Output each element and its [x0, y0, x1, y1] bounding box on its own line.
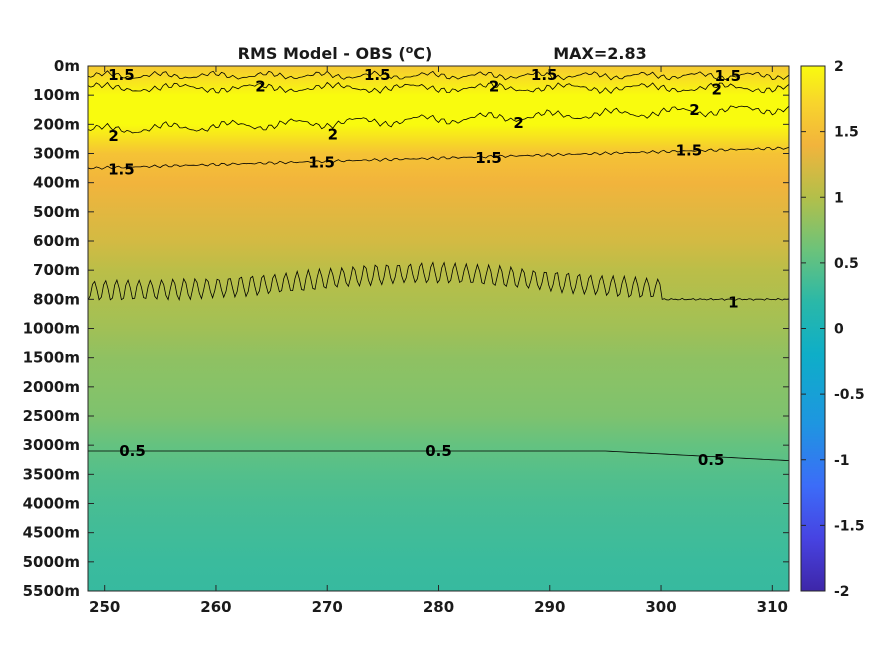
contour-1 — [88, 261, 789, 302]
contour-label: 2 — [328, 126, 338, 144]
contour-label: 0.5 — [119, 442, 146, 460]
contour-2-bottom — [88, 105, 789, 134]
colorbar-tick-label: -1 — [834, 453, 850, 469]
title-unit-superscript: o — [406, 43, 414, 56]
colorbar-tick-label: -1.5 — [834, 518, 865, 534]
contour-label: 0.5 — [425, 442, 452, 460]
x-tick-label: 280 — [423, 598, 454, 616]
y-tick-label: 2000m — [23, 378, 80, 396]
contour-label: 0.5 — [698, 451, 725, 469]
y-tick-label: 5500m — [23, 582, 80, 600]
y-tick-label: 400m — [33, 174, 80, 192]
contour-label: 1.5 — [676, 142, 703, 160]
x-axis: 250 260 270 280 290 300 310 — [89, 66, 788, 616]
contour-1p5-top — [88, 70, 789, 81]
colorbar-tick-label: 1.5 — [834, 125, 859, 141]
contour-label: 1.5 — [308, 153, 335, 171]
colorbar-tick-label: 0.5 — [834, 256, 859, 272]
contour-label: 2 — [108, 127, 118, 145]
y-tick-label: 2500m — [23, 407, 80, 425]
y-tick-label: 3000m — [23, 436, 80, 454]
max-label: MAX=2.83 — [553, 44, 647, 63]
contour-label: 2 — [513, 114, 523, 132]
y-axis: 0m 100m 200m 300m 400m 500m 600m 700m 800m 1000m 1… — [23, 57, 789, 600]
x-tick-label: 310 — [757, 598, 788, 616]
y-tick-label: 3500m — [23, 465, 80, 483]
y-tick-label: 5000m — [23, 553, 80, 571]
y-tick-label: 1000m — [23, 320, 80, 338]
contour-label: 1.5 — [475, 149, 502, 167]
colorbar-tick-label: 2 — [834, 59, 844, 75]
contour-label: 1.5 — [108, 66, 135, 84]
y-tick-label: 500m — [33, 203, 80, 221]
contour-label: 1.5 — [364, 66, 391, 84]
contour-label: 2 — [489, 77, 499, 95]
colorbar-tick-label: -0.5 — [834, 387, 865, 403]
contour-label: 2 — [689, 101, 699, 119]
y-tick-label: 200m — [33, 115, 80, 133]
contour-0p5 — [88, 450, 789, 461]
y-tick-label: 700m — [33, 261, 80, 279]
y-tick-label: 4500m — [23, 524, 80, 542]
plot-area — [88, 66, 789, 591]
contour-1p5-lower — [88, 146, 789, 170]
colorbar-ticks: 2 1.5 1 0.5 0 -0.5 -1 -1.5 -2 — [801, 59, 865, 600]
contour-lines — [88, 70, 789, 461]
y-tick-label: 800m — [33, 290, 80, 308]
x-tick-label: 270 — [312, 598, 343, 616]
contour-label: 2 — [711, 80, 721, 98]
field-background — [88, 66, 789, 591]
contour-label: 1.5 — [108, 161, 135, 179]
contour-label: 1.5 — [531, 66, 558, 84]
contour-2-top — [88, 81, 789, 94]
colorbar-tick-label: 0 — [834, 322, 844, 338]
x-tick-label: 260 — [200, 598, 231, 616]
x-tick-label: 290 — [534, 598, 565, 616]
contour-label: 1 — [728, 293, 738, 311]
chart-title: RMS Model - OBS (oC) — [238, 43, 433, 63]
y-tick-label: 600m — [33, 232, 80, 250]
y-tick-label: 4000m — [23, 495, 80, 513]
contour-label: 1.5 — [715, 67, 742, 85]
y-tick-label: 100m — [33, 86, 80, 104]
x-tick-label: 300 — [645, 598, 676, 616]
y-tick-label: 300m — [33, 145, 80, 163]
title-main: RMS Model - OBS ( — [238, 44, 406, 63]
x-tick-label: 250 — [89, 598, 120, 616]
y-tick-label: 0m — [54, 57, 80, 75]
y-tick-label: 1500m — [23, 349, 80, 367]
title-unit-tail: C) — [413, 44, 432, 63]
colorbar-tick-label: -2 — [834, 584, 850, 600]
colorbar-tick-label: 1 — [834, 190, 844, 206]
contour-label: 2 — [255, 77, 265, 95]
